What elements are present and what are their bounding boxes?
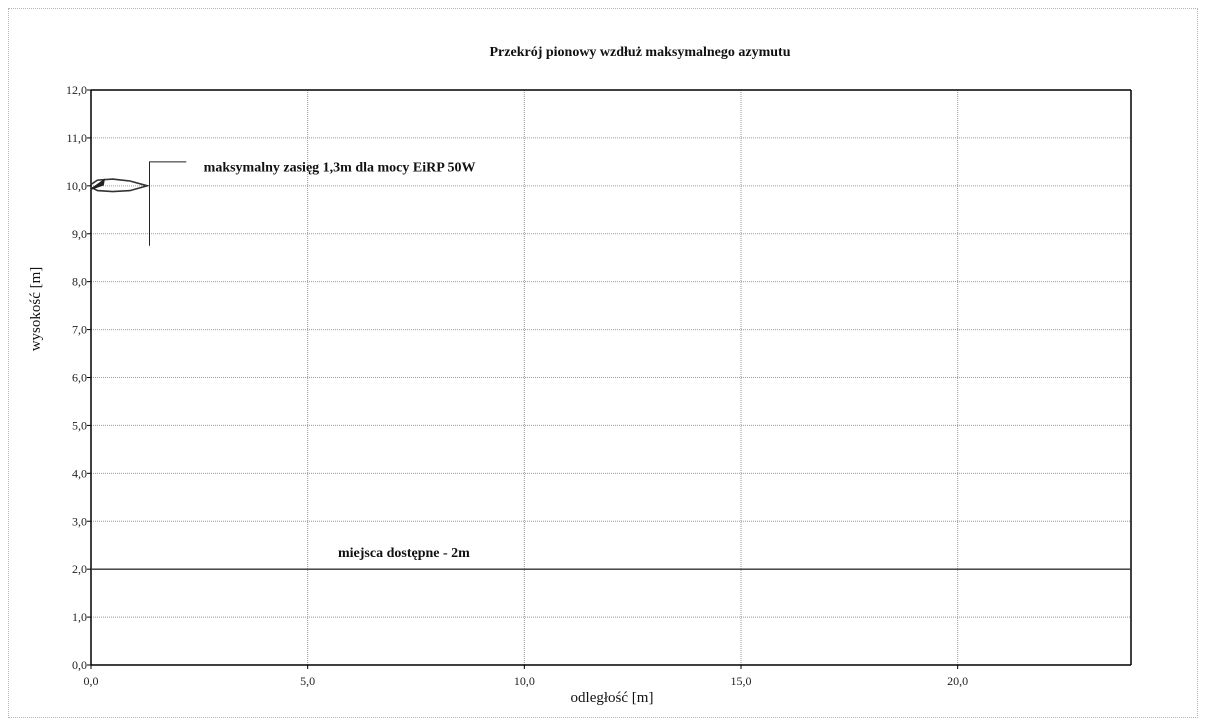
x-tick-label: 10,0	[514, 674, 535, 688]
y-tick-label: 7,0	[72, 323, 87, 337]
annotation-leader-line	[149, 161, 187, 246]
antenna-origin-marker	[90, 178, 106, 190]
series-line-range-lobe	[90, 178, 151, 193]
y-tick-label: 2,0	[72, 562, 87, 576]
range-annotation: maksymalny zasięg 1,3m dla mocy EiRP 50W	[204, 160, 476, 175]
annotations: maksymalny zasięg 1,3m dla mocy EiRP 50W…	[149, 160, 476, 561]
y-tick-label: 4,0	[72, 466, 87, 480]
chart-title: Przekrój pionowy wzdłuż maksymalnego azy…	[490, 45, 791, 60]
x-tick-label: 0,0	[84, 674, 99, 688]
x-axis-label: odległość [m]	[571, 690, 654, 706]
x-tick-label: 20,0	[947, 674, 968, 688]
y-axis-label: wysokość [m]	[28, 267, 44, 352]
y-tick-label: 1,0	[72, 610, 87, 624]
accessible-places-annotation: miejsca dostępne - 2m	[338, 546, 470, 561]
y-tick-label: 12,0	[66, 83, 87, 97]
y-tick-label: 10,0	[66, 179, 87, 193]
y-tick-label: 8,0	[72, 275, 87, 289]
y-tick-label: 5,0	[72, 418, 87, 432]
x-tick-label: 5,0	[300, 674, 315, 688]
y-tick-label: 11,0	[66, 131, 87, 145]
series-layer	[90, 178, 1131, 570]
chart-frame	[8, 8, 1198, 718]
y-tick-label: 6,0	[72, 371, 87, 385]
y-tick-label: 9,0	[72, 227, 87, 241]
x-tick-label: 15,0	[731, 674, 752, 688]
grid-lines	[91, 89, 1131, 665]
tick-labels: 0,0 1,0 2,0 3,0 4,0 5,0 6,0 7,0 8,0 9,0 10,0 11,0 12…	[66, 83, 968, 688]
y-tick-label: 3,0	[72, 514, 87, 528]
y-tick-label: 0,0	[72, 658, 87, 672]
